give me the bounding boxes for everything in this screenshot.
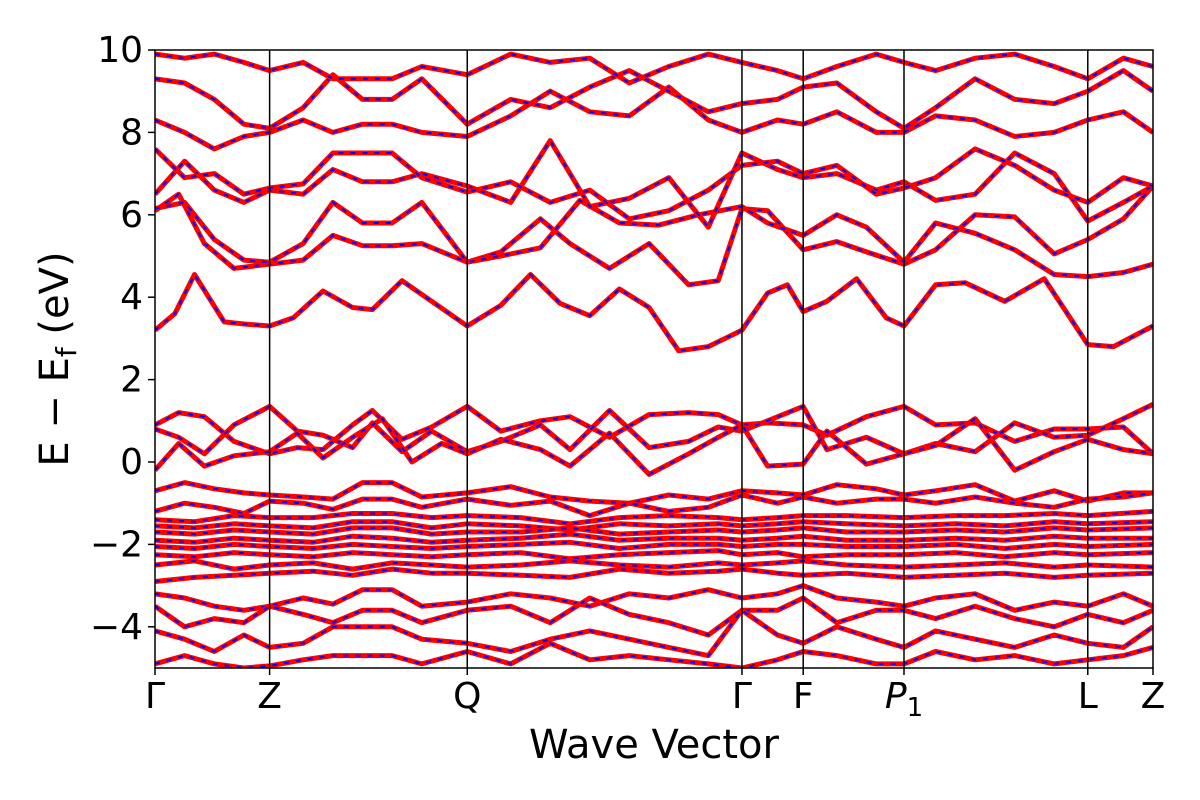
band-15 (155, 519, 1153, 533)
band-8 (155, 51, 1153, 86)
plot-frame (154, 49, 1154, 669)
high-symmetry-lines (268, 50, 1089, 668)
band-23 (155, 595, 1153, 638)
band-2-dashed (155, 185, 1153, 286)
band-4 (155, 138, 1153, 230)
band-16-solid (155, 525, 1153, 537)
x-tick-label-text: Γ (732, 676, 752, 717)
band-3 (155, 197, 1153, 280)
band-21-solid (155, 566, 1153, 584)
band-1-solid (155, 272, 1153, 354)
band-6 (155, 84, 1153, 152)
x-tick-label-text: P (885, 676, 907, 717)
band-6-dashed (155, 85, 1153, 151)
x-tick-label-1: Γ (145, 676, 165, 717)
band-11 (155, 416, 1153, 477)
band-22-dashed (155, 584, 1153, 612)
x-tick-label-text: L (1078, 676, 1098, 717)
bands-layer (155, 51, 1153, 668)
x-tick-label-text: Z (257, 676, 282, 717)
x-tick-label-5: F (793, 676, 814, 717)
y-axis-title-subscript: f (50, 346, 83, 357)
y-tick-label-6: 6 (120, 195, 143, 236)
x-tick-label-2: Z (257, 676, 282, 717)
y-tick-label-5: 4 (120, 277, 143, 318)
band-1 (155, 272, 1153, 354)
band-1-dashed (155, 272, 1153, 352)
y-tick-label-7: 8 (120, 112, 143, 153)
x-axis-ticks: Γ Z Q Γ F P1 L Z (145, 668, 1165, 723)
y-tick-label-3: 0 (120, 442, 143, 483)
band-20-solid (155, 558, 1153, 572)
x-tick-label-8: Z (1141, 676, 1166, 717)
band-19-solid (155, 548, 1153, 562)
y-tick-label-1: −4 (90, 607, 143, 648)
band-22 (155, 583, 1153, 613)
band-7 (155, 68, 1153, 131)
band-19 (155, 548, 1153, 562)
x-axis-title: Wave Vector (529, 722, 780, 768)
x-tick-label-text: F (793, 676, 814, 717)
band-24-dashed (155, 608, 1153, 657)
x-tick-label-3: Q (453, 676, 481, 717)
band-8-dashed (155, 53, 1153, 85)
y-axis-ticks: −4 −2 0 2 4 6 8 10 (90, 30, 155, 648)
y-tick-label-8: 10 (97, 30, 143, 71)
band-13 (155, 490, 1153, 519)
band-25 (155, 640, 1153, 668)
y-axis-title: E − Ef (eV) (32, 251, 83, 466)
band-17 (155, 531, 1153, 545)
band-6-solid (155, 84, 1153, 152)
band-2-solid (155, 184, 1153, 288)
band-2 (155, 184, 1153, 288)
band-11-solid (155, 416, 1153, 477)
x-tick-label-text: Z (1141, 676, 1166, 717)
band-18 (155, 539, 1153, 551)
y-tick-label-2: −2 (90, 524, 143, 565)
band-12 (155, 480, 1153, 506)
band-18-solid (155, 539, 1153, 551)
band-13-dashed (155, 491, 1153, 517)
band-5-dashed (155, 147, 1153, 220)
band-7-dashed (155, 69, 1153, 130)
band-10 (155, 402, 1153, 457)
band-24 (155, 607, 1153, 659)
band-12-dashed (155, 481, 1153, 505)
band-14-solid (155, 508, 1153, 527)
band-20 (155, 558, 1153, 572)
x-tick-label-7: L (1078, 676, 1098, 717)
x-tick-label-text: Q (453, 676, 481, 717)
band-3-dashed (155, 199, 1153, 278)
y-tick-label-4: 2 (120, 360, 143, 401)
x-tick-label-subscript: 1 (907, 693, 924, 723)
band-16 (155, 525, 1153, 537)
band-22-solid (155, 583, 1153, 613)
band-15-solid (155, 519, 1153, 533)
band-14 (155, 508, 1153, 527)
y-axis-title-unit: (eV) (32, 251, 78, 347)
x-tick-label-text: Γ (145, 676, 165, 717)
x-tick-label-6: P1 (885, 676, 923, 723)
band-23-dashed (155, 596, 1153, 637)
band-8-solid (155, 51, 1153, 86)
band-10-solid (155, 402, 1153, 457)
band-5 (155, 146, 1153, 222)
band-17-solid (155, 531, 1153, 545)
x-tick-label-4: Γ (732, 676, 752, 717)
y-axis-title-main: E − E (32, 357, 78, 467)
band-21 (155, 566, 1153, 584)
band-4-solid (155, 138, 1153, 230)
band-25-dashed (155, 642, 1153, 668)
